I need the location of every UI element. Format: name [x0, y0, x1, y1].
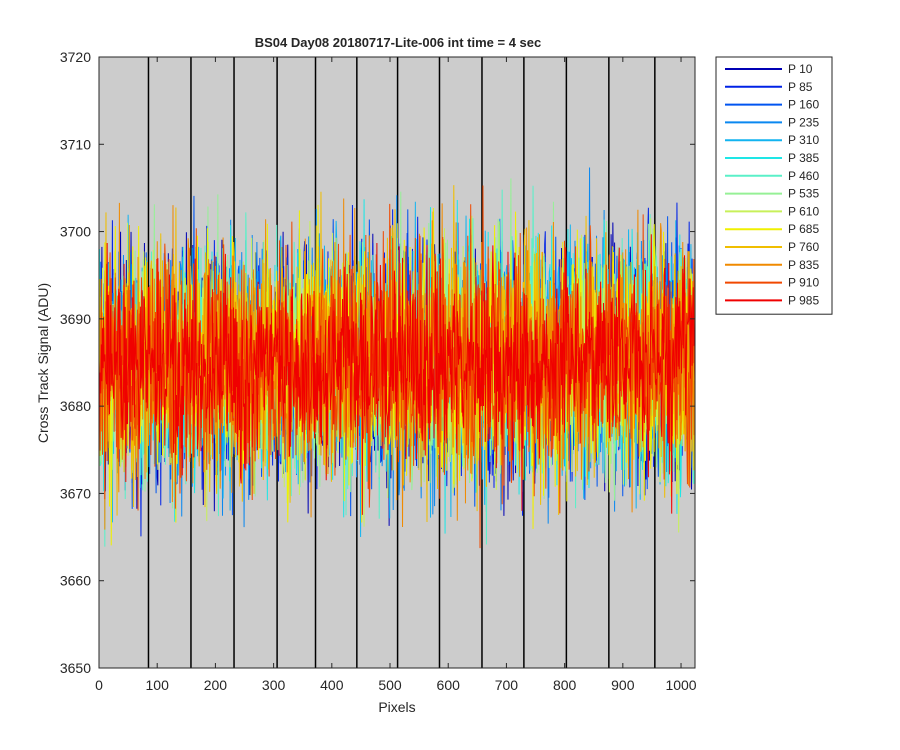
legend-label: P 760 [788, 240, 819, 254]
legend-label: P 160 [788, 98, 819, 112]
x-tick-label: 400 [320, 677, 344, 693]
x-axis-title: Pixels [378, 699, 415, 715]
y-tick-label: 3650 [60, 660, 91, 676]
y-tick-label: 3680 [60, 398, 91, 414]
x-tick-label: 200 [204, 677, 228, 693]
plot-frame [98, 56, 696, 669]
y-tick-label: 3660 [60, 573, 91, 589]
legend-label: P 910 [788, 276, 819, 290]
x-tick-label: 1000 [665, 677, 696, 693]
x-tick-label: 900 [611, 677, 635, 693]
legend-label: P 685 [788, 222, 819, 236]
x-tick-label: 800 [553, 677, 577, 693]
legend-label: P 985 [788, 293, 819, 307]
legend-label: P 10 [788, 62, 813, 76]
x-tick-label: 600 [437, 677, 461, 693]
legend: P 10 P 85 P 160 P 235 P 310 P 385 P 460 P 535 P … [715, 56, 833, 315]
y-tick-label: 3700 [60, 224, 91, 240]
y-tick-label: 3710 [60, 136, 91, 152]
x-tick-label: 100 [146, 677, 170, 693]
series-lines [98, 167, 696, 549]
y-tick-label: 3690 [60, 311, 91, 327]
x-tick-label: 500 [378, 677, 402, 693]
chart-title: BS04 Day08 20180717-Lite-006 int time = … [255, 35, 542, 50]
x-tick-label: 300 [262, 677, 286, 693]
y-tick-label: 3720 [60, 49, 91, 65]
legend-label: P 610 [788, 204, 819, 218]
legend-label: P 310 [788, 133, 819, 147]
legend-label: P 385 [788, 151, 819, 165]
x-tick-label: 0 [95, 677, 103, 693]
x-tick-label: 700 [495, 677, 519, 693]
legend-label: P 535 [788, 187, 819, 201]
legend-label: P 235 [788, 115, 819, 129]
y-tick-label: 3670 [60, 485, 91, 501]
legend-label: P 835 [788, 258, 819, 272]
series-line-p985 [98, 234, 696, 515]
y-axis-title: Cross Track Signal (ADU) [35, 283, 51, 443]
y-axis: 3650 3660 3670 3680 3690 3700 3710 3720 [60, 49, 695, 676]
legend-box [715, 56, 833, 315]
x-axis: 0 100 200 300 400 500 600 700 800 900 1000 [95, 57, 697, 693]
legend-label: P 85 [788, 80, 813, 94]
legend-label: P 460 [788, 169, 819, 183]
